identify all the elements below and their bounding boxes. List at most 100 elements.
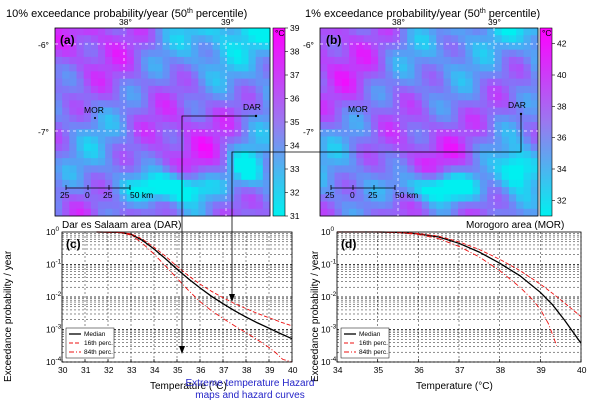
svg-text:50 km: 50 km <box>130 190 153 200</box>
colorbar-a: °C 31 32 33 34 35 36 37 38 39 <box>272 23 300 221</box>
hazard-curve-chart-c: Dar es Salaam area (DAR) 30 31 32 33 34 35 36 3… <box>3 220 298 392</box>
chartD-series-2 <box>337 231 558 346</box>
lon-tick-a-39: 39° <box>221 17 234 27</box>
chartD-x-tick-label: 36 <box>414 365 424 375</box>
chartC-legend-entry: Median <box>84 331 106 338</box>
town-label-mor-b: MOR <box>348 104 368 114</box>
svg-text:0: 0 <box>350 190 355 200</box>
chartC-legend-entry: 16th perc. <box>84 340 113 347</box>
lat-tick-b-6: -6° <box>303 40 314 50</box>
hazard-map-a: 38° 39° -6° -7° (a) MOR DAR 25 0 25 50 k… <box>38 17 271 217</box>
colorbar-tick-label: 32 <box>290 188 300 198</box>
svg-text:°C: °C <box>275 28 285 38</box>
chartC-y-tick-label: 10-3 <box>46 324 62 335</box>
connector-arrows <box>181 114 522 352</box>
colorbar-tick-label: 39 <box>290 23 300 33</box>
chart-c-xlabel: Temperature (°C) <box>150 381 227 392</box>
colorbar-b: °C 32 34 36 38 40 42 <box>539 27 567 217</box>
chartC-x-tick-label: 30 <box>58 365 68 375</box>
chartD-legend-entry: Median <box>359 331 381 338</box>
chartD-x-tick-label: 38 <box>496 365 506 375</box>
chartC-series-0 <box>96 231 293 340</box>
colorbar-tick-label: 42 <box>557 39 567 49</box>
chartC-x-tick-label: 34 <box>150 365 160 375</box>
chartD-y-tick-label: 10-4 <box>321 356 337 367</box>
chartC-y-tick-label: 100 <box>46 226 59 237</box>
chartD-y-tick-label: 100 <box>321 226 334 237</box>
hazard-map-b: 38° 39° -6° -7° (b) MOR DAR 25 0 25 50 k… <box>303 17 539 217</box>
map-b-title: 1% exceedance probability/year (50th per… <box>305 8 540 20</box>
chartD-y-tick-label: 10-1 <box>321 259 337 270</box>
town-marker-mor-b <box>357 115 359 117</box>
arrow-head-10pct <box>179 346 185 354</box>
svg-text:25: 25 <box>60 190 70 200</box>
colorbar-tick-label: 35 <box>290 117 300 127</box>
chartC-x-tick-label: 32 <box>104 365 114 375</box>
svg-text:50 km: 50 km <box>395 190 418 200</box>
chartD-legend-entry: 84th perc. <box>359 349 388 356</box>
colorbar-tick-label: 34 <box>290 141 300 151</box>
svg-text:0: 0 <box>85 190 90 200</box>
colorbar-tick-label: 37 <box>290 70 300 80</box>
chartD-y-tick-label: 10-3 <box>321 324 337 335</box>
lat-tick-a-7: -7° <box>38 127 49 137</box>
chart-c-legend: Median 16th perc. 84th perc. <box>65 327 115 359</box>
chartC-x-tick-label: 38 <box>242 365 252 375</box>
chartC-x-tick-label: 36 <box>196 365 206 375</box>
colorbar-tick-label: 32 <box>557 195 567 205</box>
chart-d-legend: Median 16th perc. 84th perc. <box>340 327 390 359</box>
chartD-legend-entry: 16th perc. <box>359 340 388 347</box>
panel-label-b: (b) <box>326 33 341 47</box>
panel-label-c: (c) <box>66 237 81 251</box>
colorbar-tick-label: 38 <box>557 101 567 111</box>
scalebar-a: 25 0 25 50 km <box>60 185 153 200</box>
chartC-x-tick-label: 39 <box>265 365 275 375</box>
chartC-series-1 <box>96 231 293 327</box>
chart-d-title: Morogoro area (MOR) <box>466 220 564 231</box>
chartD-y-tick-label: 10-2 <box>321 291 337 302</box>
caption-line-2: maps and hazard curves <box>195 390 305 400</box>
chart-d-xlabel: Temperature (°C) <box>416 381 493 392</box>
chartC-legend-entry: 84th perc. <box>84 349 113 356</box>
colorbar-tick-label: 36 <box>557 133 567 143</box>
colorbar-tick-label: 40 <box>557 70 567 80</box>
chartD-x-tick-label: 40 <box>577 365 587 375</box>
colorbar-tick-label: 38 <box>290 47 300 57</box>
svg-text:°C: °C <box>542 28 552 38</box>
chartC-x-tick-label: 33 <box>127 365 137 375</box>
lon-tick-b-38: 38° <box>392 17 405 27</box>
town-label-dar-a: DAR <box>243 102 261 112</box>
chartD-x-tick-label: 37 <box>455 365 465 375</box>
chartC-y-tick-label: 10-1 <box>46 259 62 270</box>
town-marker-mor-a <box>94 117 96 119</box>
colorbar-tick-label: 31 <box>290 211 300 221</box>
colorbar-tick-label: 36 <box>290 94 300 104</box>
arrow-head-1pct <box>229 294 235 302</box>
chartC-x-tick-label: 35 <box>173 365 183 375</box>
chartD-x-tick-label: 39 <box>536 365 546 375</box>
lat-tick-b-7: -7° <box>303 127 314 137</box>
svg-text:25: 25 <box>325 190 335 200</box>
caption-line-1: Extreme temperature Hazard <box>186 378 315 389</box>
chartC-x-tick-label: 40 <box>288 365 298 375</box>
chartD-x-tick-label: 34 <box>333 365 343 375</box>
lon-tick-a-38: 38° <box>119 17 132 27</box>
town-label-mor-a: MOR <box>84 105 104 115</box>
scalebar-b: 25 0 25 50 km <box>325 185 418 200</box>
chartC-y-tick-label: 10-4 <box>46 356 62 367</box>
hazard-curve-chart-d: Morogoro area (MOR) 34 35 36 37 38 39 40 10-4 10… <box>310 220 587 392</box>
map-a-title: 10% exceedance probability/year (50th pe… <box>6 8 247 20</box>
chartC-x-tick-label: 31 <box>81 365 91 375</box>
chartC-y-tick-label: 10-2 <box>46 291 62 302</box>
chartD-x-tick-label: 35 <box>374 365 384 375</box>
lon-tick-b-39: 39° <box>488 17 501 27</box>
chart-c-ylabel: Exceedance probability / year <box>3 250 14 382</box>
panel-label-a: (a) <box>60 33 75 47</box>
town-label-dar-b: DAR <box>508 100 526 110</box>
lat-tick-a-6: -6° <box>38 40 49 50</box>
chart-d-ylabel: Exceedance probability / year <box>310 250 321 382</box>
panel-label-d: (d) <box>341 237 356 251</box>
chartC-x-tick-label: 37 <box>219 365 229 375</box>
svg-text:25: 25 <box>368 190 378 200</box>
